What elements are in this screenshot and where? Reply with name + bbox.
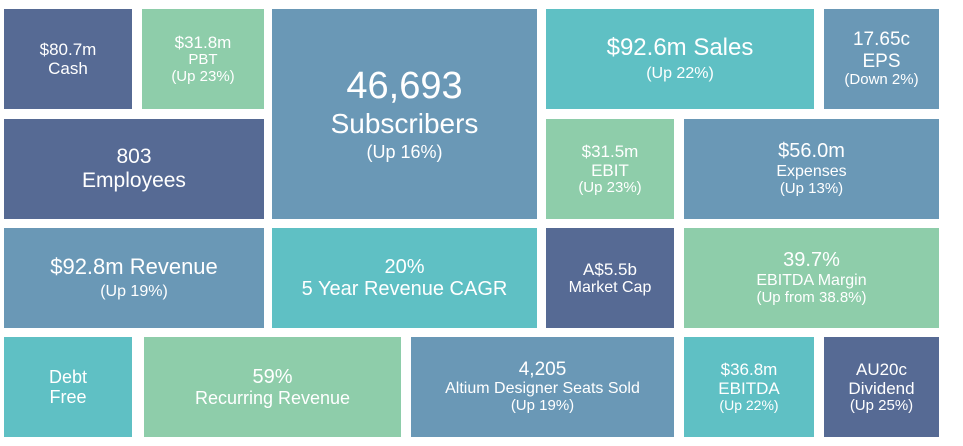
expenses-label: Expenses bbox=[776, 162, 847, 180]
pbt-label: PBT bbox=[188, 50, 218, 68]
sales-change: (Up 22%) bbox=[646, 65, 714, 83]
dividend-label: Dividend bbox=[848, 378, 915, 398]
employees-label: Employees bbox=[82, 169, 186, 192]
subscribers-change: (Up 16%) bbox=[366, 142, 443, 163]
ebitda-margin-label: EBITDA Margin bbox=[756, 271, 867, 289]
cagr-tile: 20% 5 Year Revenue CAGR bbox=[272, 228, 537, 328]
subscribers-label: Subscribers bbox=[330, 108, 479, 140]
pbt-change: (Up 23%) bbox=[171, 67, 235, 85]
subscribers-value: 46,693 bbox=[346, 65, 463, 108]
ebitda-margin-change: (Up from 38.8%) bbox=[756, 288, 867, 306]
ebit-tile: $31.5m EBIT (Up 23%) bbox=[546, 119, 674, 219]
pbt-tile: $31.8m PBT (Up 23%) bbox=[142, 9, 264, 109]
ebitda-change: (Up 22%) bbox=[719, 397, 779, 414]
eps-change: (Down 2%) bbox=[844, 70, 919, 88]
seats-tile: 4,205 Altium Designer Seats Sold (Up 19%… bbox=[411, 337, 674, 437]
recurring-value: 59% bbox=[252, 365, 293, 388]
cash-label: Cash bbox=[48, 59, 88, 78]
dividend-tile: AU20c Dividend (Up 25%) bbox=[824, 337, 939, 437]
sales-tile: $92.6m Sales (Up 22%) bbox=[546, 9, 814, 109]
dividend-value: AU20c bbox=[855, 359, 908, 379]
revenue-change: (Up 19%) bbox=[100, 282, 168, 300]
market-cap-label: Market Cap bbox=[568, 278, 652, 296]
cagr-value: 20% bbox=[384, 255, 425, 278]
cash-value: $80.7m bbox=[39, 39, 97, 59]
ebitda-margin-tile: 39.7% EBITDA Margin (Up from 38.8%) bbox=[684, 228, 939, 328]
seats-value: 4,205 bbox=[518, 359, 567, 381]
ebitda-tile: $36.8m EBITDA (Up 22%) bbox=[684, 337, 814, 437]
sales-value: $92.6m Sales bbox=[606, 33, 754, 61]
expenses-value: $56.0m bbox=[778, 140, 845, 163]
revenue-tile: $92.8m Revenue (Up 19%) bbox=[4, 228, 264, 328]
seats-change: (Up 19%) bbox=[510, 397, 575, 415]
market-cap-value: A$5.5b bbox=[583, 259, 637, 279]
eps-label: EPS bbox=[862, 50, 901, 72]
ebit-change: (Up 23%) bbox=[578, 178, 642, 196]
seats-label: Altium Designer Seats Sold bbox=[445, 380, 640, 398]
expenses-change: (Up 13%) bbox=[779, 179, 844, 197]
subscribers-tile: 46,693 Subscribers (Up 16%) bbox=[272, 9, 537, 219]
revenue-value: $92.8m Revenue bbox=[50, 254, 218, 280]
dividend-change: (Up 25%) bbox=[849, 396, 914, 414]
ebitda-margin-value: 39.7% bbox=[783, 249, 840, 272]
recurring-label: Recurring Revenue bbox=[194, 388, 351, 409]
ebit-value: $31.5m bbox=[581, 141, 639, 161]
recurring-tile: 59% Recurring Revenue bbox=[144, 337, 401, 437]
debt-tile: Debt Free bbox=[4, 337, 132, 437]
pbt-value: $31.8m bbox=[174, 32, 232, 52]
employees-tile: 803 Employees bbox=[4, 119, 264, 219]
debt-line1: Debt bbox=[48, 366, 88, 387]
cash-tile: $80.7m Cash bbox=[4, 9, 132, 109]
cagr-label: 5 Year Revenue CAGR bbox=[301, 278, 508, 300]
expenses-tile: $56.0m Expenses (Up 13%) bbox=[684, 119, 939, 219]
eps-tile: 17.65c EPS (Down 2%) bbox=[824, 9, 939, 109]
ebitda-value: $36.8m bbox=[720, 360, 778, 380]
market-cap-tile: A$5.5b Market Cap bbox=[546, 228, 674, 328]
eps-value: 17.65c bbox=[852, 29, 911, 51]
ebitda-label: EBITDA bbox=[718, 379, 780, 399]
employees-value: 803 bbox=[116, 145, 152, 169]
debt-line2: Free bbox=[49, 387, 87, 407]
ebit-label: EBIT bbox=[591, 160, 629, 180]
